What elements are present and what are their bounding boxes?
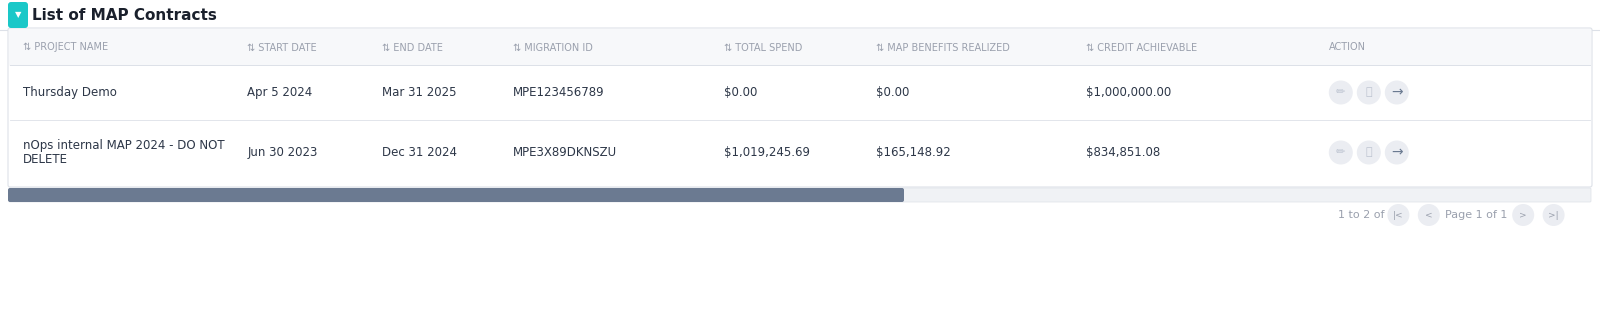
Circle shape <box>1384 140 1408 164</box>
Text: ⇅ END DATE: ⇅ END DATE <box>381 42 443 53</box>
Text: Mar 31 2025: Mar 31 2025 <box>381 86 456 99</box>
Text: ⇅ PROJECT NAME: ⇅ PROJECT NAME <box>22 42 109 53</box>
Text: Thursday Demo: Thursday Demo <box>22 86 117 99</box>
Text: 🗑: 🗑 <box>1365 147 1373 158</box>
Circle shape <box>1357 81 1381 105</box>
Text: Page 1 of 1: Page 1 of 1 <box>1445 210 1507 220</box>
Text: Dec 31 2024: Dec 31 2024 <box>381 146 456 159</box>
Text: Jun 30 2023: Jun 30 2023 <box>246 146 317 159</box>
Text: ⇅ TOTAL SPEND: ⇅ TOTAL SPEND <box>723 42 802 53</box>
Text: →: → <box>1390 86 1403 99</box>
Text: MPE123456789: MPE123456789 <box>512 86 605 99</box>
Text: ⇅ MIGRATION ID: ⇅ MIGRATION ID <box>512 42 592 53</box>
FancyBboxPatch shape <box>10 188 1590 202</box>
FancyBboxPatch shape <box>8 2 29 28</box>
Text: 1 to 2 of 2: 1 to 2 of 2 <box>1338 210 1395 220</box>
FancyBboxPatch shape <box>8 28 1592 187</box>
Circle shape <box>1418 204 1440 226</box>
Text: MPE3X89DKNSZU: MPE3X89DKNSZU <box>512 146 618 159</box>
Text: DELETE: DELETE <box>22 153 69 166</box>
Text: List of MAP Contracts: List of MAP Contracts <box>32 8 218 22</box>
Text: >: > <box>1520 211 1526 219</box>
FancyBboxPatch shape <box>10 29 1590 66</box>
Text: ⇅ MAP BENEFITS REALIZED: ⇅ MAP BENEFITS REALIZED <box>877 42 1010 53</box>
Text: $165,148.92: $165,148.92 <box>877 146 950 159</box>
Text: $0.00: $0.00 <box>723 86 757 99</box>
Text: →: → <box>1390 145 1403 160</box>
Circle shape <box>1357 140 1381 164</box>
Text: ✏: ✏ <box>1336 147 1346 158</box>
Text: ✏: ✏ <box>1336 88 1346 97</box>
Text: nOps internal MAP 2024 - DO NOT: nOps internal MAP 2024 - DO NOT <box>22 139 226 152</box>
Text: ⇅ CREDIT ACHIEVABLE: ⇅ CREDIT ACHIEVABLE <box>1086 42 1197 53</box>
Text: $0.00: $0.00 <box>877 86 909 99</box>
Text: |<: |< <box>1394 211 1403 219</box>
Text: ▼: ▼ <box>14 11 21 19</box>
Text: ⇅ START DATE: ⇅ START DATE <box>246 42 317 53</box>
Text: Apr 5 2024: Apr 5 2024 <box>246 86 312 99</box>
Text: <: < <box>1426 211 1432 219</box>
Circle shape <box>1512 204 1534 226</box>
Circle shape <box>1328 140 1354 164</box>
Text: ACTION: ACTION <box>1328 42 1366 53</box>
Circle shape <box>1542 204 1565 226</box>
Text: $834,851.08: $834,851.08 <box>1086 146 1160 159</box>
Text: >|: >| <box>1549 211 1558 219</box>
Circle shape <box>1384 81 1408 105</box>
FancyBboxPatch shape <box>8 188 904 202</box>
Text: 🗑: 🗑 <box>1365 88 1373 97</box>
Circle shape <box>1387 204 1410 226</box>
Text: $1,019,245.69: $1,019,245.69 <box>723 146 810 159</box>
Circle shape <box>1328 81 1354 105</box>
Text: $1,000,000.00: $1,000,000.00 <box>1086 86 1171 99</box>
